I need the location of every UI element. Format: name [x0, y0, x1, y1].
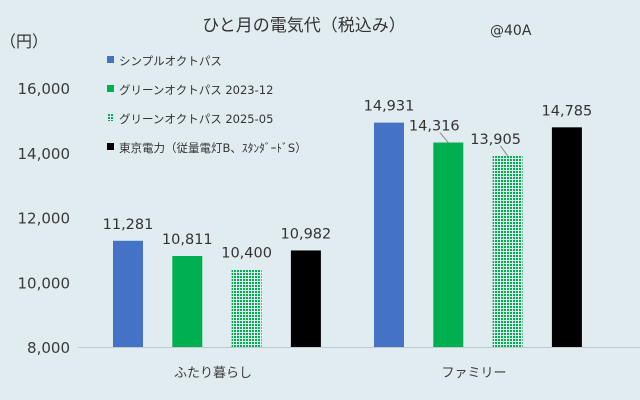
legend-swatch [107, 56, 114, 63]
x-axis: ふたり暮らし ファミリー [78, 347, 640, 381]
y-axis-unit-label: （円） [0, 32, 48, 51]
bar [113, 240, 143, 347]
y-tick-label: 16,000 [18, 80, 71, 98]
category-label: ファミリー [441, 366, 506, 381]
chart-annotation: @40A [490, 23, 532, 39]
value-label: 10,982 [281, 226, 332, 242]
bar [290, 250, 321, 347]
bar [551, 127, 582, 347]
y-axis: 8,000 10,000 12,000 14,000 16,000 [18, 80, 71, 357]
legend-label: シンプルオクトパス [119, 54, 222, 68]
bar [172, 255, 203, 347]
legend-label: グリーンオクトパス 2025-05 [119, 112, 273, 126]
bar [374, 122, 404, 347]
y-tick-label: 10,000 [18, 274, 71, 292]
leader-line [439, 132, 449, 143]
category-label: ふたり暮らし [174, 366, 252, 381]
chart-title: ひと月の電気代（税込み） [202, 16, 406, 36]
bar [231, 269, 262, 347]
legend-swatch [107, 143, 114, 150]
legend-label: 東京電力（従量電灯B、ｽﾀﾝﾀﾞｰﾄﾞS） [119, 141, 307, 155]
value-label: 11,281 [103, 217, 154, 233]
legend-swatch [107, 85, 114, 92]
bar [433, 142, 464, 347]
value-label: 13,905 [470, 132, 521, 148]
legend-label: グリーンオクトパス 2023-12 [119, 83, 273, 97]
legend-swatch [107, 114, 114, 121]
bars [113, 122, 582, 347]
leader-line [499, 145, 509, 157]
value-label: 10,811 [162, 232, 213, 248]
y-tick-label: 14,000 [18, 145, 71, 163]
value-label: 14,316 [409, 119, 460, 135]
y-tick-label: 12,000 [18, 210, 71, 228]
value-label: 14,785 [542, 103, 593, 119]
y-tick-label: 8,000 [27, 339, 70, 357]
bar [492, 155, 523, 347]
value-label: 14,931 [364, 99, 415, 115]
value-label: 10,400 [221, 245, 272, 261]
value-labels: 11,281 14,931 10,811 14,316 10,400 13,905 10,9… [103, 99, 593, 262]
